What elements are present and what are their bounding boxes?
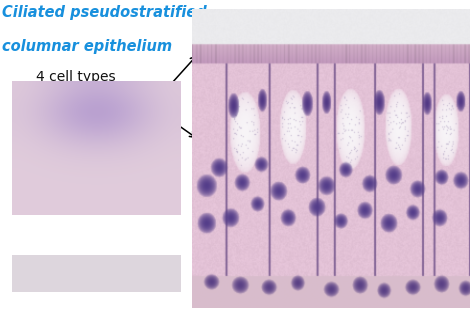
Text: Ciliated pseudostratified: Ciliated pseudostratified <box>2 5 207 20</box>
Text: columnar epithelium: columnar epithelium <box>2 39 173 54</box>
Text: 4 cell types: 4 cell types <box>36 70 115 84</box>
